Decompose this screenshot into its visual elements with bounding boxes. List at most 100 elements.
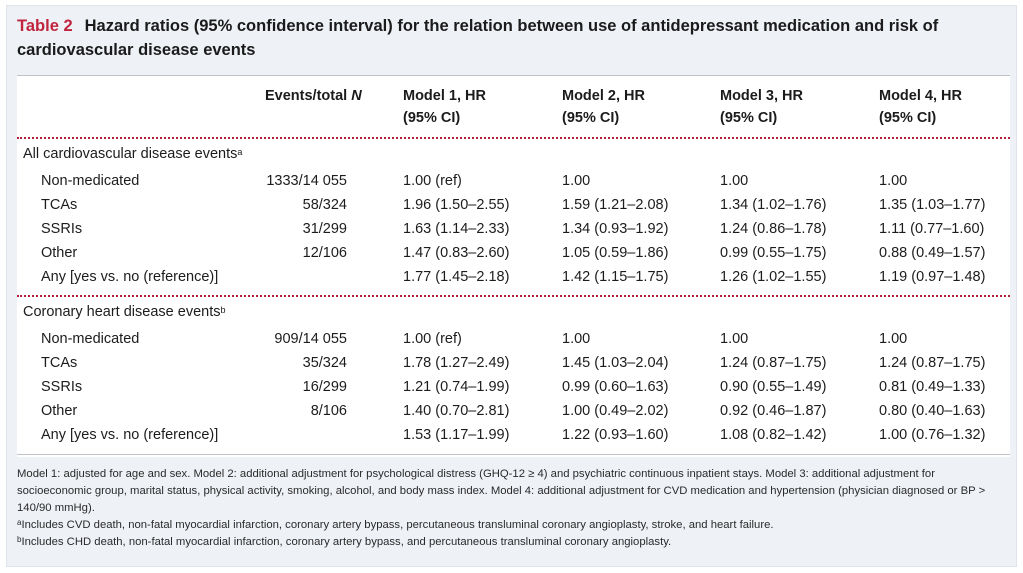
cell-model4: 0.80 (0.40–1.63) — [879, 403, 986, 419]
section-divider — [17, 295, 1010, 297]
cell-model1: 1.96 (1.50–2.55) — [403, 197, 510, 213]
cell-events: 58/324 — [302, 197, 347, 213]
note-b-mark: b — [17, 535, 22, 544]
cell-label: Other — [41, 403, 78, 419]
cell-model3: 1.24 (0.87–1.75) — [720, 355, 827, 371]
header-events-label: Events/total N — [265, 88, 362, 104]
cell-model2: 1.00 (0.49–2.02) — [562, 403, 669, 419]
cell-label: Any [yes vs. no (reference)] — [41, 269, 219, 285]
cell-model3: 1.08 (0.82–1.42) — [720, 427, 827, 443]
header-model4-line2: (95% CI) — [879, 110, 937, 126]
cell-model4: 1.11 (0.77–1.60) — [879, 221, 985, 237]
cell-label: Non-medicated — [41, 331, 140, 347]
header-model1: Model 1, HR (95% CI) — [403, 85, 486, 129]
cell-label: SSRIs — [41, 221, 83, 237]
footnote-mark-a: a — [237, 147, 243, 157]
cell-model4: 0.88 (0.49–1.57) — [879, 245, 986, 261]
table-panel: Table 2 Hazard ratios (95% confidence int… — [6, 5, 1017, 567]
cell-model3: 1.24 (0.86–1.78) — [720, 221, 827, 237]
section-title-cvd: All cardiovascular disease eventsa — [23, 143, 242, 166]
cell-events: 12/106 — [302, 245, 347, 261]
cell-model2: 1.00 — [562, 331, 591, 347]
cell-model1: 1.00 (ref) — [403, 331, 462, 347]
note-a-mark: a — [17, 518, 22, 527]
cell-events: 1333/14 055 — [266, 173, 347, 189]
cell-model2: 1.42 (1.15–1.75) — [562, 269, 669, 285]
header-events: Events/total N — [265, 85, 362, 107]
cell-model3: 1.26 (1.02–1.55) — [720, 269, 827, 285]
table-title: Table 2 Hazard ratios (95% confidence int… — [17, 14, 1007, 62]
header-model2-line2: (95% CI) — [562, 110, 620, 126]
top-rule — [17, 75, 1010, 76]
cell-model4: 1.00 — [879, 173, 908, 189]
cell-model2: 0.99 (0.60–1.63) — [562, 379, 669, 395]
cell-model4: 1.00 — [879, 331, 908, 347]
cell-model1: 1.53 (1.17–1.99) — [403, 427, 510, 443]
data-table: Events/total N Model 1, HR (95% CI) Mode… — [17, 75, 1010, 457]
note-a-text: Includes CVD death, non-fatal myocardial… — [21, 519, 774, 531]
note-a: aIncludes CVD death, non-fatal myocardia… — [17, 517, 1007, 534]
header-model4: Model 4, HR (95% CI) — [879, 85, 962, 129]
section-title-chd: Coronary heart disease eventsb — [23, 301, 226, 324]
cell-label: TCAs — [41, 197, 78, 213]
note-b-text: Includes CHD death, non-fatal myocardial… — [21, 536, 672, 548]
cell-model4: 1.24 (0.87–1.75) — [879, 355, 986, 371]
cell-model1: 1.21 (0.74–1.99) — [403, 379, 510, 395]
table-row: Other 8/106 1.40 (0.70–2.81) 1.00 (0.49–2.0… — [17, 399, 1010, 423]
cell-model1: 1.00 (ref) — [403, 173, 462, 189]
header-model3-line1: Model 3, HR — [720, 88, 803, 104]
cell-model3: 0.99 (0.55–1.75) — [720, 245, 827, 261]
cell-label: SSRIs — [41, 379, 83, 395]
cell-model2: 1.00 — [562, 173, 591, 189]
table-row: TCAs 35/324 1.78 (1.27–2.49) 1.45 (1.03–2.0… — [17, 351, 1010, 375]
header-divider — [17, 137, 1010, 139]
table-row: TCAs 58/324 1.96 (1.50–2.55) 1.59 (1.21–2.0… — [17, 193, 1010, 217]
cell-model4: 1.35 (1.03–1.77) — [879, 197, 986, 213]
header-model2: Model 2, HR (95% CI) — [562, 85, 645, 129]
cell-model1: 1.78 (1.27–2.49) — [403, 355, 510, 371]
cell-model3: 1.34 (1.02–1.76) — [720, 197, 827, 213]
table-row: Non-medicated 1333/14 055 1.00 (ref) 1.00 1.… — [17, 169, 1010, 193]
table-caption: Hazard ratios (95% confidence interval) … — [17, 17, 939, 59]
table-row: Other 12/106 1.47 (0.83–2.60) 1.05 (0.59–1.… — [17, 241, 1010, 265]
cell-model1: 1.40 (0.70–2.81) — [403, 403, 510, 419]
cell-model4: 0.81 (0.49–1.33) — [879, 379, 986, 395]
table-row: SSRIs 31/299 1.63 (1.14–2.33) 1.34 (0.93–1.… — [17, 217, 1010, 241]
cell-model3: 1.00 — [720, 331, 749, 347]
note-models: Model 1: adjusted for age and sex. Model… — [17, 468, 986, 514]
cell-events: 16/299 — [302, 379, 347, 395]
cell-model3: 0.90 (0.55–1.49) — [720, 379, 827, 395]
header-model2-line1: Model 2, HR — [562, 88, 645, 104]
bottom-rule — [17, 454, 1010, 455]
cell-label: Any [yes vs. no (reference)] — [41, 427, 219, 443]
cell-events: 31/299 — [302, 221, 347, 237]
cell-model3: 1.00 — [720, 173, 749, 189]
cell-model2: 1.45 (1.03–2.04) — [562, 355, 669, 371]
section-title-chd-text: Coronary heart disease events — [23, 304, 221, 320]
cell-model4: 1.00 (0.76–1.32) — [879, 427, 986, 443]
cell-model1: 1.63 (1.14–2.33) — [403, 221, 510, 237]
cell-model2: 1.59 (1.21–2.08) — [562, 197, 669, 213]
cell-events: 909/14 055 — [274, 331, 347, 347]
cell-events: 35/324 — [302, 355, 347, 371]
table-label: Table 2 — [17, 17, 73, 35]
note-b: bIncludes CHD death, non-fatal myocardia… — [17, 534, 1007, 551]
cell-model1: 1.47 (0.83–2.60) — [403, 245, 510, 261]
cell-label: Other — [41, 245, 78, 261]
table-row: SSRIs 16/299 1.21 (0.74–1.99) 0.99 (0.60–1.… — [17, 375, 1010, 399]
header-model3-line2: (95% CI) — [720, 110, 778, 126]
cell-model2: 1.22 (0.93–1.60) — [562, 427, 669, 443]
table-notes: Model 1: adjusted for age and sex. Model… — [17, 466, 1007, 551]
cell-model1: 1.77 (1.45–2.18) — [403, 269, 510, 285]
header-model4-line1: Model 4, HR — [879, 88, 962, 104]
table-row: Any [yes vs. no (reference)] 1.53 (1.17–1… — [17, 423, 1010, 447]
header-model3: Model 3, HR (95% CI) — [720, 85, 803, 129]
header-model1-line2: (95% CI) — [403, 110, 461, 126]
header-model1-line1: Model 1, HR — [403, 88, 486, 104]
cell-model2: 1.05 (0.59–1.86) — [562, 245, 669, 261]
table-row: Any [yes vs. no (reference)] 1.77 (1.45–2… — [17, 265, 1010, 289]
cell-model4: 1.19 (0.97–1.48) — [879, 269, 986, 285]
cell-events: 8/106 — [310, 403, 347, 419]
cell-label: TCAs — [41, 355, 78, 371]
cell-label: Non-medicated — [41, 173, 140, 189]
